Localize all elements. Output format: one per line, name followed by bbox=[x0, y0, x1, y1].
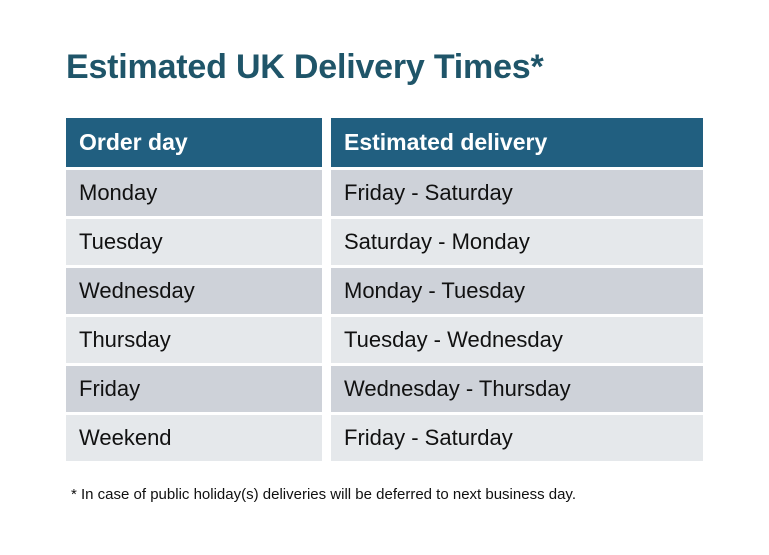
table-row: Weekend Friday - Saturday bbox=[66, 415, 703, 461]
delivery-times-table: Order day Estimated delivery Monday Frid… bbox=[66, 118, 703, 461]
table-row: Tuesday Saturday - Monday bbox=[66, 219, 703, 265]
cell-order-day: Thursday bbox=[66, 317, 322, 363]
column-header-order-day: Order day bbox=[66, 118, 322, 167]
cell-order-day: Friday bbox=[66, 366, 322, 412]
table-row: Thursday Tuesday - Wednesday bbox=[66, 317, 703, 363]
cell-order-day: Monday bbox=[66, 170, 322, 216]
cell-order-day: Weekend bbox=[66, 415, 322, 461]
page-title: Estimated UK Delivery Times* bbox=[66, 48, 544, 86]
cell-estimated-delivery: Monday - Tuesday bbox=[331, 268, 703, 314]
cell-estimated-delivery: Tuesday - Wednesday bbox=[331, 317, 703, 363]
cell-estimated-delivery: Friday - Saturday bbox=[331, 170, 703, 216]
table-header-row: Order day Estimated delivery bbox=[66, 118, 703, 167]
footnote-text: * In case of public holiday(s) deliverie… bbox=[71, 486, 576, 503]
cell-estimated-delivery: Wednesday - Thursday bbox=[331, 366, 703, 412]
cell-estimated-delivery: Friday - Saturday bbox=[331, 415, 703, 461]
cell-estimated-delivery: Saturday - Monday bbox=[331, 219, 703, 265]
cell-order-day: Wednesday bbox=[66, 268, 322, 314]
table-row: Monday Friday - Saturday bbox=[66, 170, 703, 216]
cell-order-day: Tuesday bbox=[66, 219, 322, 265]
table-row: Friday Wednesday - Thursday bbox=[66, 366, 703, 412]
table-row: Wednesday Monday - Tuesday bbox=[66, 268, 703, 314]
column-header-estimated-delivery: Estimated delivery bbox=[331, 118, 703, 167]
